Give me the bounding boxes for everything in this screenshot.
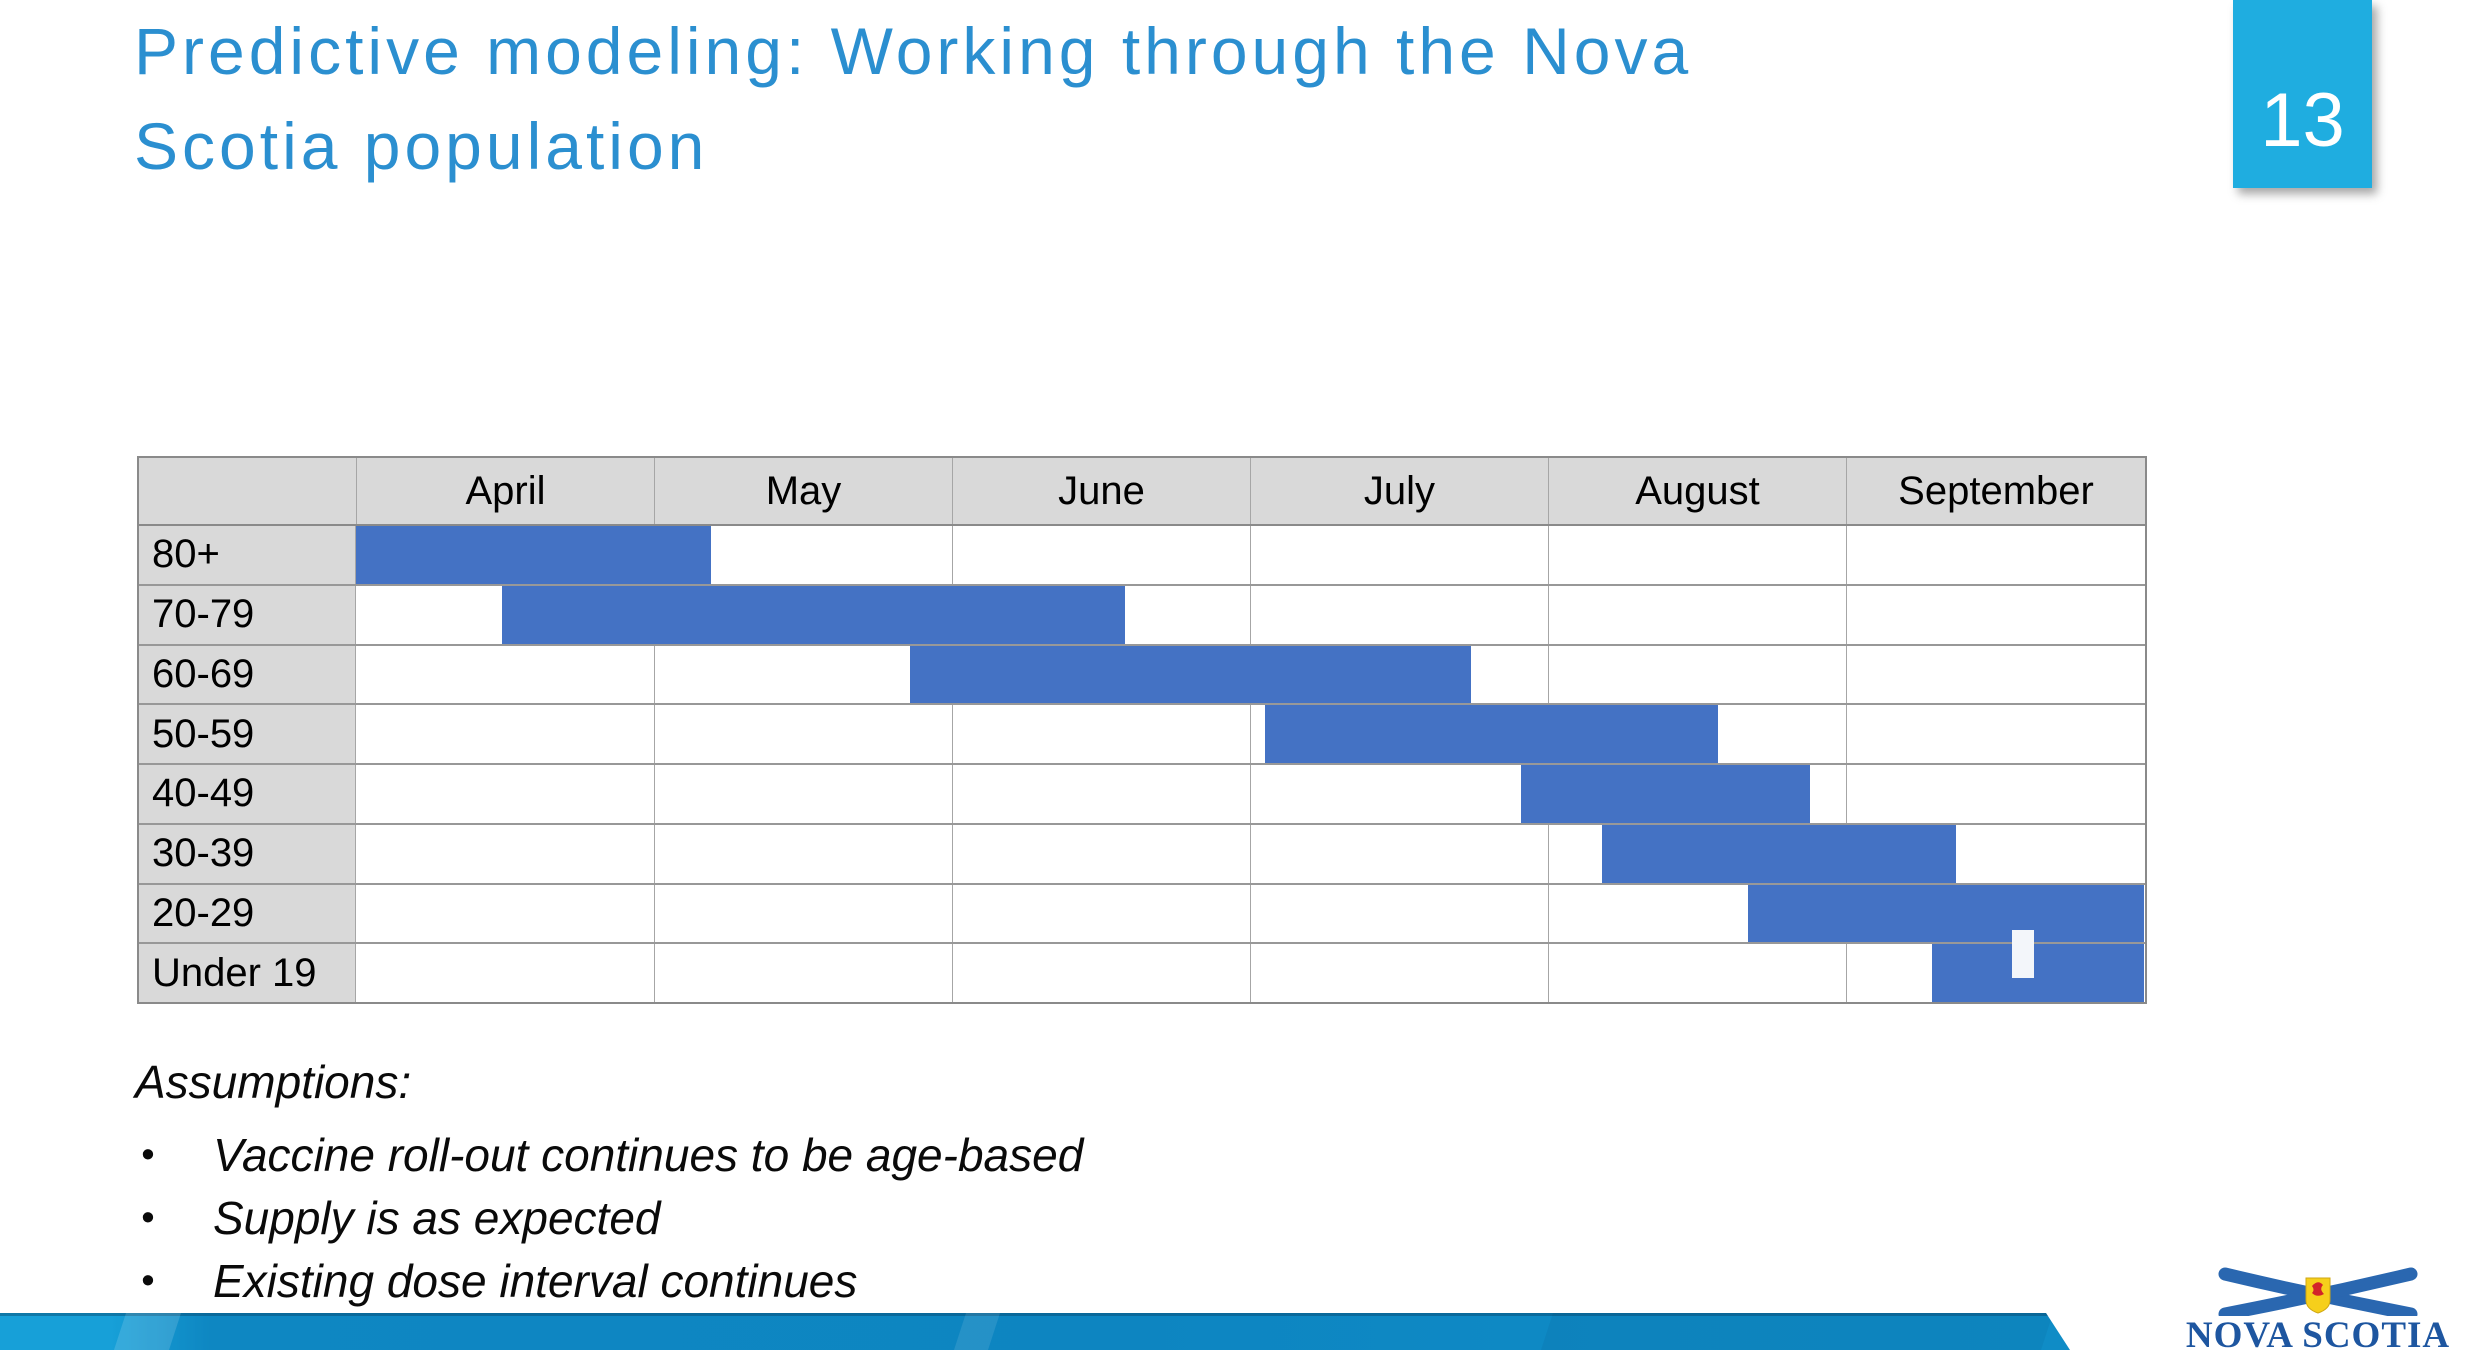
timeline-track <box>356 944 2144 1002</box>
white-notch-artifact <box>2012 930 2034 978</box>
table-row: 70-79 <box>139 585 2145 646</box>
column-gridline <box>951 884 953 943</box>
timeline-track <box>356 526 2144 584</box>
column-gridline <box>1249 824 1251 883</box>
bullet-icon: • <box>141 1134 155 1176</box>
age-group-label: 50-59 <box>139 705 356 763</box>
column-gridline <box>1249 944 1251 1002</box>
column-gridline <box>1845 765 1847 823</box>
column-gridline <box>1845 526 1847 584</box>
column-gridline <box>653 824 655 883</box>
column-gridline <box>1547 645 1549 704</box>
timeline-bar <box>1521 765 1811 823</box>
table-row: 50-59 <box>139 705 2145 765</box>
bullet-icon: • <box>141 1260 155 1302</box>
month-header-september: September <box>1847 458 2145 524</box>
timeline-bar <box>1932 944 2144 1002</box>
assumptions-heading: Assumptions: <box>135 1056 412 1108</box>
assumption-text: Existing dose interval continues <box>213 1255 858 1307</box>
timeline-track <box>356 645 2144 704</box>
assumption-text: Supply is as expected <box>213 1192 661 1244</box>
column-gridline <box>653 705 655 763</box>
timeline-bar <box>1264 705 1718 763</box>
timeline-track <box>356 705 2144 763</box>
assumption-item: • Vaccine roll-out continues to be age-ba… <box>135 1124 1635 1187</box>
month-header-april: April <box>357 458 655 524</box>
table-corner-cell <box>139 458 357 524</box>
slide-title: Predictive modeling: Working through the… <box>134 4 2234 194</box>
timeline-bar <box>356 526 711 584</box>
month-header-may: May <box>655 458 953 524</box>
lion-icon <box>2312 1282 2324 1296</box>
column-gridline <box>1249 765 1251 823</box>
slide-title-line1: Predictive modeling: Working through the… <box>134 14 1693 88</box>
logo-wordmark: NOVA SCOTIA <box>2185 1315 2451 1350</box>
timeline-bar <box>502 585 1125 644</box>
column-gridline <box>653 645 655 704</box>
column-gridline <box>1547 824 1549 883</box>
slide-title-line2: Scotia population <box>134 109 709 183</box>
table-row: 60-69 <box>139 645 2145 706</box>
age-group-label: 80+ <box>139 526 356 584</box>
table-row: 20-29 <box>139 884 2145 945</box>
column-gridline <box>951 765 953 823</box>
column-gridline <box>1249 585 1251 644</box>
column-gridline <box>1249 705 1251 763</box>
table-header-row: April May June July August September <box>139 458 2145 526</box>
month-header-june: June <box>953 458 1251 524</box>
column-gridline <box>1845 645 1847 704</box>
column-gridline <box>1845 705 1847 763</box>
column-gridline <box>1547 526 1549 584</box>
table-row: 30-39 <box>139 824 2145 885</box>
assumptions-block: Assumptions: • Vaccine roll-out continues… <box>135 1052 1635 1313</box>
column-gridline <box>951 824 953 883</box>
timeline-bar <box>910 645 1471 704</box>
column-gridline <box>951 526 953 584</box>
month-header-july: July <box>1251 458 1549 524</box>
month-header-august: August <box>1549 458 1847 524</box>
page-number-box: 13 <box>2233 0 2372 188</box>
column-gridline <box>1547 585 1549 644</box>
column-gridline <box>1249 526 1251 584</box>
age-group-label: 70-79 <box>139 585 356 644</box>
timeline-track <box>356 765 2144 823</box>
ribbon-seam <box>113 1313 182 1350</box>
table-row: 40-49 <box>139 765 2145 825</box>
age-group-label: 20-29 <box>139 884 356 943</box>
timeline-track <box>356 884 2144 943</box>
vaccination-timeline-table: April May June July August September 80+ 70-79 6… <box>137 456 2147 1004</box>
column-gridline <box>1547 944 1549 1002</box>
column-gridline <box>1845 585 1847 644</box>
column-gridline <box>1249 884 1251 943</box>
age-group-label: 30-39 <box>139 824 356 883</box>
table-row: Under 19 <box>139 944 2145 1002</box>
assumption-text: Vaccine roll-out continues to be age-bas… <box>213 1129 1084 1181</box>
saltire-cross-icon <box>2218 1267 2418 1316</box>
bottom-ribbon <box>0 1313 2070 1350</box>
timeline-bar <box>1601 824 1957 883</box>
column-gridline <box>1547 884 1549 943</box>
column-gridline <box>1845 944 1847 1002</box>
age-group-label: Under 19 <box>139 944 356 1002</box>
age-group-label: 40-49 <box>139 765 356 823</box>
column-gridline <box>653 765 655 823</box>
table-row: 80+ <box>139 526 2145 586</box>
column-gridline <box>653 944 655 1002</box>
column-gridline <box>951 944 953 1002</box>
timeline-bar <box>1747 884 2144 943</box>
page-number: 13 <box>2260 78 2345 163</box>
assumption-item: • Supply is as expected <box>135 1187 1635 1250</box>
column-gridline <box>653 884 655 943</box>
ribbon-seam <box>1540 1313 2054 1350</box>
nova-scotia-logo: NOVA SCOTIA <box>2168 1266 2466 1350</box>
bullet-icon: • <box>141 1197 155 1239</box>
column-gridline <box>951 705 953 763</box>
age-group-label: 60-69 <box>139 645 356 704</box>
timeline-track <box>356 824 2144 883</box>
timeline-track <box>356 585 2144 644</box>
ribbon-seam <box>953 1313 1001 1350</box>
assumption-item: • Existing dose interval continues <box>135 1250 1635 1313</box>
